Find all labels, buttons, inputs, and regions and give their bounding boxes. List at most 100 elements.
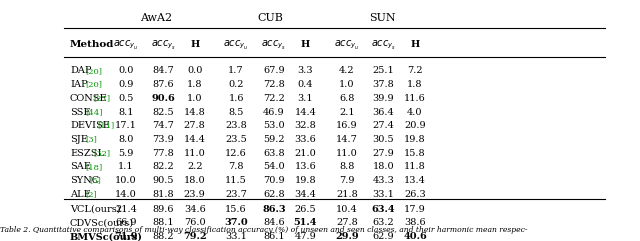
Text: 7.9: 7.9: [339, 176, 355, 185]
Text: 11.0: 11.0: [336, 149, 358, 158]
Text: $acc_{y_s}$: $acc_{y_s}$: [371, 39, 396, 51]
Text: 29.9: 29.9: [335, 232, 358, 241]
Text: $acc_{y_u}$: $acc_{y_u}$: [223, 39, 249, 51]
Text: 1.7: 1.7: [228, 66, 244, 75]
Text: 1.6: 1.6: [228, 94, 244, 103]
Text: 6.8: 6.8: [339, 94, 355, 103]
Text: 77.8: 77.8: [152, 149, 174, 158]
Text: [18]: [18]: [85, 163, 102, 171]
Text: 25.1: 25.1: [372, 66, 394, 75]
Text: 1.8: 1.8: [187, 80, 202, 89]
Text: 86.1: 86.1: [263, 232, 285, 241]
Text: 8.8: 8.8: [339, 162, 355, 171]
Text: 17.1: 17.1: [115, 121, 137, 130]
Text: 54.0: 54.0: [263, 162, 285, 171]
Text: 13.4: 13.4: [404, 176, 426, 185]
Text: $acc_{y_s}$: $acc_{y_s}$: [261, 39, 286, 51]
Text: 0.2: 0.2: [228, 80, 244, 89]
Text: 39.9: 39.9: [372, 94, 394, 103]
Text: 79.2: 79.2: [183, 232, 207, 241]
Text: 27.8: 27.8: [184, 121, 205, 130]
Text: 59.2: 59.2: [263, 135, 285, 144]
Text: 72.8: 72.8: [263, 80, 285, 89]
Text: 15.6: 15.6: [225, 205, 247, 214]
Text: BMVSc(ours): BMVSc(ours): [70, 232, 143, 241]
Text: 32.8: 32.8: [294, 121, 316, 130]
Text: 1.0: 1.0: [187, 94, 202, 103]
Text: 27.8: 27.8: [336, 218, 358, 227]
Text: 12.6: 12.6: [225, 149, 247, 158]
Text: 72.2: 72.2: [263, 94, 285, 103]
Text: [32]: [32]: [93, 149, 110, 157]
Text: H: H: [410, 40, 420, 49]
Text: 37.8: 37.8: [372, 80, 394, 89]
Text: 74.7: 74.7: [152, 121, 174, 130]
Text: 67.9: 67.9: [263, 66, 285, 75]
Text: 18.0: 18.0: [184, 176, 205, 185]
Text: 33.1: 33.1: [225, 232, 247, 241]
Text: 1.0: 1.0: [339, 80, 355, 89]
Text: H: H: [190, 40, 199, 49]
Text: ESZSL: ESZSL: [70, 149, 104, 158]
Text: DAP: DAP: [70, 66, 92, 75]
Text: 27.9: 27.9: [372, 149, 394, 158]
Text: 33.6: 33.6: [294, 135, 316, 144]
Text: 62.9: 62.9: [372, 232, 394, 241]
Text: 5.9: 5.9: [118, 149, 134, 158]
Text: 8.5: 8.5: [228, 107, 244, 116]
Text: 34.6: 34.6: [184, 205, 205, 214]
Text: IAP: IAP: [70, 80, 88, 89]
Text: 84.7: 84.7: [152, 66, 174, 75]
Text: 10.4: 10.4: [336, 205, 358, 214]
Text: [3]: [3]: [85, 135, 97, 143]
Text: SJE: SJE: [70, 135, 88, 144]
Text: 34.4: 34.4: [294, 190, 316, 199]
Text: $acc_{y_u}$: $acc_{y_u}$: [113, 39, 139, 51]
Text: 14.0: 14.0: [115, 190, 137, 199]
Text: 14.4: 14.4: [294, 107, 316, 116]
Text: 17.9: 17.9: [404, 205, 426, 214]
Text: H: H: [301, 40, 310, 49]
Text: CUB: CUB: [257, 13, 283, 23]
Text: 8.0: 8.0: [118, 135, 134, 144]
Text: 70.9: 70.9: [263, 176, 285, 185]
Text: 46.9: 46.9: [263, 107, 285, 116]
Text: 23.9: 23.9: [184, 190, 205, 199]
Text: 26.5: 26.5: [294, 205, 316, 214]
Text: [20]: [20]: [85, 67, 102, 75]
Text: 19.8: 19.8: [404, 135, 426, 144]
Text: 4.2: 4.2: [339, 66, 355, 75]
Text: 0.0: 0.0: [187, 66, 202, 75]
Text: 2.2: 2.2: [187, 162, 202, 171]
Text: [20]: [20]: [85, 80, 102, 89]
Text: 4.0: 4.0: [407, 107, 423, 116]
Text: 40.6: 40.6: [403, 232, 427, 241]
Text: ALE: ALE: [70, 190, 91, 199]
Text: 8.1: 8.1: [118, 107, 134, 116]
Text: 11.6: 11.6: [404, 94, 426, 103]
Text: 14.7: 14.7: [336, 135, 358, 144]
Text: VCL(ours): VCL(ours): [70, 205, 120, 214]
Text: 0.9: 0.9: [118, 80, 134, 89]
Text: SUN: SUN: [369, 13, 396, 23]
Text: 82.2: 82.2: [152, 162, 174, 171]
Text: 33.1: 33.1: [372, 190, 394, 199]
Text: 81.8: 81.8: [152, 190, 174, 199]
Text: SSE: SSE: [70, 107, 90, 116]
Text: 0.4: 0.4: [298, 80, 313, 89]
Text: 66.9: 66.9: [115, 218, 137, 227]
Text: 26.3: 26.3: [404, 190, 426, 199]
Text: 38.6: 38.6: [404, 218, 426, 227]
Text: 62.8: 62.8: [263, 190, 285, 199]
Text: CDVSc(ours): CDVSc(ours): [70, 218, 134, 227]
Text: 16.9: 16.9: [336, 121, 358, 130]
Text: 7.8: 7.8: [228, 162, 244, 171]
Text: 21.0: 21.0: [294, 149, 316, 158]
Text: 20.9: 20.9: [404, 121, 426, 130]
Text: Table 2. Quantitative comparisons of multi-way classification accuracy (%) of un: Table 2. Quantitative comparisons of mul…: [0, 226, 527, 234]
Text: 1.8: 1.8: [407, 80, 423, 89]
Text: 27.4: 27.4: [372, 121, 394, 130]
Text: 86.3: 86.3: [262, 205, 285, 214]
Text: CONSE: CONSE: [70, 94, 108, 103]
Text: 88.2: 88.2: [152, 232, 174, 241]
